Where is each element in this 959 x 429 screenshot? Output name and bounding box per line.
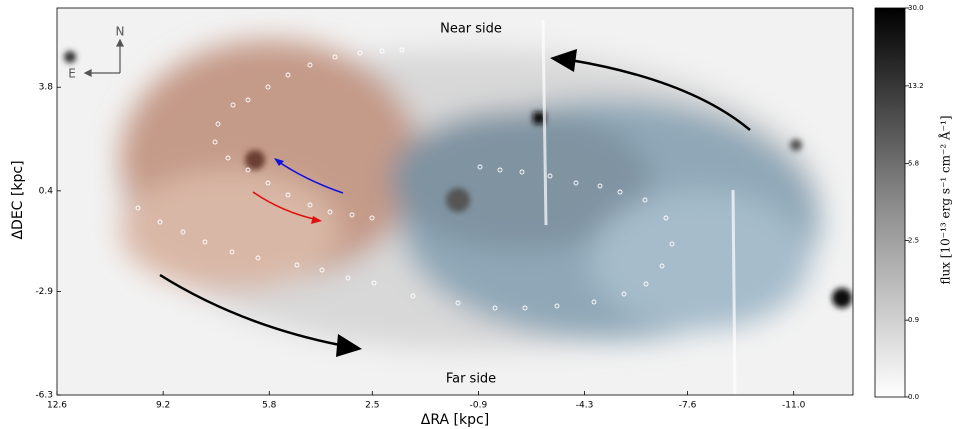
- x-tick-label: 9.2: [156, 401, 170, 411]
- galaxy-image: [57, 8, 853, 395]
- colorbar-tick-label: 0.9: [908, 316, 919, 324]
- annotation: Near side: [440, 22, 502, 37]
- colorbar-tick-label: 0.0: [908, 393, 919, 401]
- y-tick-label: 3.8: [39, 83, 54, 93]
- x-tick-label: -0.9: [470, 401, 488, 411]
- compass-east: E: [68, 67, 76, 81]
- x-tick-label: -11.0: [782, 401, 806, 411]
- x-tick-label: -7.6: [679, 401, 697, 411]
- colorbar-tick-label: 2.5: [908, 237, 919, 245]
- plot-frame: [56, 7, 854, 396]
- y-tick-label: -2.9: [35, 287, 53, 297]
- annotation: Far side: [446, 372, 496, 387]
- x-tick-label: 12.6: [47, 401, 67, 411]
- x-tick-label: -4.3: [576, 401, 594, 411]
- compass-north: N: [116, 25, 125, 39]
- y-axis-label: ΔDEC [kpc]: [10, 160, 26, 239]
- y-tick-label: 0.4: [39, 186, 54, 196]
- colorbar-label: flux [10⁻¹³ erg s⁻¹ cm⁻² Å⁻¹]: [938, 115, 953, 284]
- x-tick-label: 2.5: [365, 401, 379, 411]
- colorbar-tick-label: 30.0: [908, 4, 924, 12]
- colorbar: [874, 7, 906, 398]
- colorbar-tick-label: 13.2: [908, 82, 924, 90]
- x-axis-label: ΔRA [kpc]: [421, 412, 489, 428]
- y-tick-label: -6.3: [35, 391, 53, 401]
- colorbar-tick-label: 5.8: [908, 159, 919, 167]
- x-tick-label: 5.8: [262, 401, 277, 411]
